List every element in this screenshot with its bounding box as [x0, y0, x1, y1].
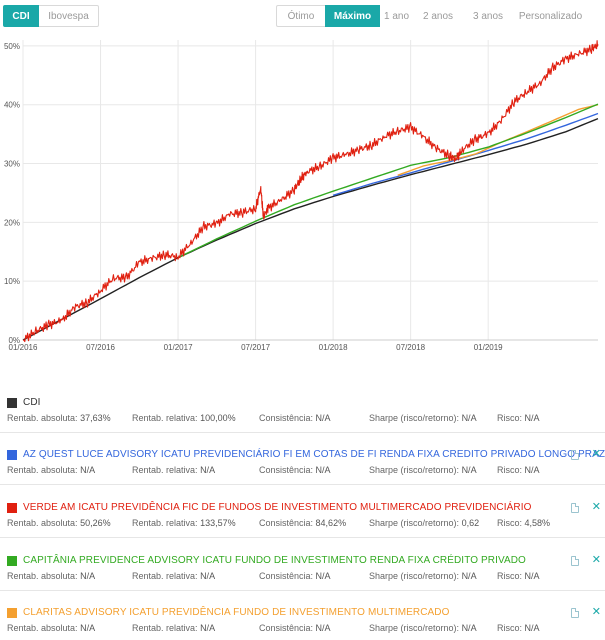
benchmark-toggle: CDI Ibovespa [3, 5, 99, 27]
metric-sharpe: Sharpe (risco/retorno): N/A [369, 413, 477, 423]
period-3-anos-button[interactable]: 3 anos [472, 10, 504, 22]
metric-rentab-absoluta: Rentab. absoluta: N/A [7, 623, 96, 633]
metric-rentab-relativa: Rentab. relativa: 133,57% [132, 518, 236, 528]
metric-rentab-relativa: Rentab. relativa: N/A [132, 571, 216, 581]
document-icon[interactable] [571, 450, 579, 460]
divider [0, 537, 605, 538]
divider [0, 484, 605, 485]
divider [0, 590, 605, 591]
x-tick-label: 01/2017 [164, 343, 193, 352]
metric-consistencia: Consistência: 84,62% [259, 518, 347, 528]
divider [0, 432, 605, 433]
x-tick-label: 07/2017 [241, 343, 270, 352]
metric-sharpe: Sharpe (risco/retorno): N/A [369, 623, 477, 633]
series-line-cdi [22, 117, 599, 341]
document-icon[interactable] [571, 556, 579, 566]
fund-color-swatch [7, 502, 17, 513]
x-tick-label: 01/2018 [319, 343, 348, 352]
fund-name: VERDE AM ICATU PREVIDÊNCIA FIC DE FUNDOS… [23, 502, 532, 513]
period-1-ano-button[interactable]: 1 ano [383, 10, 410, 22]
x-tick-label: 07/2016 [86, 343, 115, 352]
x-tick-label: 07/2018 [396, 343, 425, 352]
fund-color-swatch [7, 449, 17, 460]
metric-risco: Risco: 4,58% [497, 518, 551, 528]
metric-risco: Risco: N/A [497, 465, 540, 475]
metric-rentab-absoluta: Rentab. absoluta: N/A [7, 465, 96, 475]
metric-rentab-absoluta: Rentab. absoluta: 37,63% [7, 413, 111, 423]
fund-name: CAPITÂNIA PREVIDENCE ADVISORY ICATU FUND… [23, 555, 526, 566]
series-line-capit-nia-previdence [177, 103, 599, 259]
series-line-az-quest-luce [332, 112, 599, 196]
metric-rentab-absoluta: Rentab. absoluta: N/A [7, 571, 96, 581]
metric-consistencia: Consistência: N/A [259, 413, 331, 423]
metric-risco: Risco: N/A [497, 623, 540, 633]
x-tick-label: 01/2016 [9, 343, 38, 352]
document-icon[interactable] [571, 503, 579, 513]
close-icon[interactable]: ✕ [591, 606, 601, 618]
period-selector: Ótimo Máximo 1 ano 2 anos 3 anos Persona… [276, 5, 588, 27]
metric-consistencia: Consistência: N/A [259, 571, 331, 581]
metric-rentab-absoluta: Rentab. absoluta: 50,26% [7, 518, 111, 528]
fund-name: AZ QUEST LUCE ADVISORY ICATU PREVIDENCIÁ… [23, 449, 605, 460]
fund-name: CDI [23, 397, 41, 408]
x-tick-label: 01/2019 [474, 343, 503, 352]
x-axis: 01/2016 07/2016 01/2017 07/2017 01/2018 07/20… [9, 343, 504, 352]
y-axis: 0% 10% 20% 30% 40% 50% [4, 42, 20, 345]
metric-risco: Risco: N/A [497, 571, 540, 581]
period-2-anos-button[interactable]: 2 anos [422, 10, 454, 22]
fund-color-swatch [7, 555, 17, 566]
y-tick-label: 30% [4, 160, 20, 169]
metric-rentab-relativa: Rentab. relativa: 100,00% [132, 413, 236, 423]
metric-risco: Risco: N/A [497, 413, 540, 423]
y-tick-label: 20% [4, 218, 20, 227]
period-maximo-button[interactable]: Máximo [325, 5, 380, 27]
metric-rentab-relativa: Rentab. relativa: N/A [132, 465, 216, 475]
performance-chart: 0%10%20%30%40%50% 01/2016 07/2016 01/2017 0… [4, 40, 599, 352]
metric-rentab-relativa: Rentab. relativa: N/A [132, 623, 216, 633]
close-icon[interactable]: ✕ [591, 448, 601, 460]
y-tick-label: 50% [4, 42, 20, 51]
document-icon[interactable] [571, 608, 579, 618]
period-otimo-button[interactable]: Ótimo [276, 5, 325, 27]
series-line-verde-am [22, 40, 599, 343]
metric-sharpe: Sharpe (risco/retorno): 0,62 [369, 518, 480, 528]
benchmark-ibovespa-button[interactable]: Ibovespa [39, 5, 99, 27]
y-tick-label: 40% [4, 101, 20, 110]
metric-sharpe: Sharpe (risco/retorno): N/A [369, 465, 477, 475]
metric-consistencia: Consistência: N/A [259, 623, 331, 633]
close-icon[interactable]: ✕ [591, 501, 601, 513]
period-personalizado-button[interactable]: Personalizado [518, 10, 583, 22]
metric-sharpe: Sharpe (risco/retorno): N/A [369, 571, 477, 581]
close-icon[interactable]: ✕ [591, 554, 601, 566]
fund-color-swatch [7, 607, 17, 618]
y-tick-label: 10% [4, 277, 20, 286]
y-tick-label: 0% [8, 336, 20, 345]
fund-color-swatch [7, 397, 17, 408]
chart-series [22, 40, 599, 343]
metric-consistencia: Consistência: N/A [259, 465, 331, 475]
fund-name: CLARITAS ADVISORY ICATU PREVIDÊNCIA FUND… [23, 607, 450, 618]
chart-grid [22, 40, 598, 341]
benchmark-cdi-button[interactable]: CDI [3, 5, 39, 27]
